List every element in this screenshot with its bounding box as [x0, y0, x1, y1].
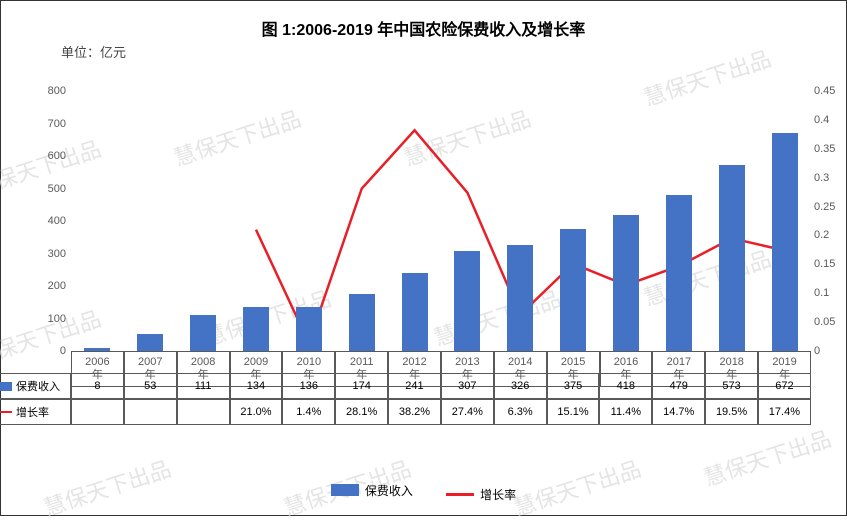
row-cell: 11.4%	[599, 399, 652, 425]
row-cell: 14.7%	[652, 399, 705, 425]
row-cell: 307	[441, 373, 494, 399]
row-cell: 19.5%	[705, 399, 758, 425]
chart-container: 图 1:2006-2019 年中国农险保费收入及增长率 单位：亿元 慧保天下出品…	[0, 0, 847, 516]
y-left-tick: 600	[31, 150, 66, 162]
data-table: 保费收入853111134136174241307326375418479573…	[0, 373, 811, 425]
legend: 保费收入 增长率	[1, 482, 846, 504]
row-cell: 27.4%	[441, 399, 494, 425]
y-left-tick: 400	[31, 215, 66, 227]
table-row: 保费收入853111134136174241307326375418479573…	[0, 373, 811, 399]
row-cell: 28.1%	[335, 399, 388, 425]
bar	[190, 315, 216, 351]
bar	[613, 215, 639, 351]
y-right-tick: 0.45	[814, 85, 847, 97]
row-cell	[177, 399, 230, 425]
row-cell: 6.3%	[494, 399, 547, 425]
row-cell: 111	[177, 373, 230, 399]
row-cell: 241	[388, 373, 441, 399]
y-right-tick: 0.4	[814, 114, 847, 126]
bar	[402, 273, 428, 351]
row-cell: 8	[71, 373, 124, 399]
bar	[772, 133, 798, 351]
row-cell: 134	[230, 373, 283, 399]
y-right-tick: 0.2	[814, 229, 847, 241]
row-cell: 174	[335, 373, 388, 399]
legend-line-label: 增长率	[480, 486, 516, 503]
y-axis-left: 0100200300400500600700800	[31, 91, 66, 351]
row-cell	[124, 399, 177, 425]
y-left-tick: 500	[31, 183, 66, 195]
bar-swatch-icon	[331, 484, 359, 496]
row-cell: 326	[494, 373, 547, 399]
chart-title: 图 1:2006-2019 年中国农险保费收入及增长率	[41, 16, 806, 40]
row-cell: 672	[758, 373, 811, 399]
y-right-tick: 0.05	[814, 316, 847, 328]
legend-bar-label: 保费收入	[365, 482, 413, 499]
bar	[507, 245, 533, 351]
row-cell: 17.4%	[758, 399, 811, 425]
plot-area	[71, 91, 811, 351]
line-swatch-icon	[446, 493, 474, 496]
legend-bar: 保费收入	[331, 482, 413, 499]
row-cell: 1.4%	[282, 399, 335, 425]
row-cell: 15.1%	[547, 399, 600, 425]
y-right-tick: 0.25	[814, 201, 847, 213]
row-cell: 418	[599, 373, 652, 399]
row-label: 增长率	[0, 399, 71, 425]
bar	[666, 195, 692, 351]
row-cell: 375	[547, 373, 600, 399]
row-cell: 573	[705, 373, 758, 399]
row-cell: 38.2%	[388, 399, 441, 425]
line-series	[71, 91, 811, 351]
y-right-tick: 0.15	[814, 258, 847, 270]
y-left-tick: 300	[31, 248, 66, 260]
legend-line: 增长率	[446, 486, 516, 503]
row-cell: 136	[282, 373, 335, 399]
bar	[296, 307, 322, 351]
row-cell: 21.0%	[230, 399, 283, 425]
unit-label: 单位：亿元	[61, 42, 806, 61]
y-left-tick: 100	[31, 313, 66, 325]
bar	[243, 307, 269, 351]
row-cell	[71, 399, 124, 425]
row-label: 保费收入	[0, 373, 71, 399]
y-right-tick: 0	[814, 345, 847, 357]
row-cell: 53	[124, 373, 177, 399]
bar	[349, 294, 375, 351]
bar	[137, 334, 163, 351]
y-axis-right: 00.050.10.150.20.250.30.350.40.45	[814, 91, 847, 351]
bar	[560, 229, 586, 351]
y-right-tick: 0.3	[814, 172, 847, 184]
bar	[454, 251, 480, 351]
y-right-tick: 0.35	[814, 143, 847, 155]
y-left-tick: 800	[31, 85, 66, 97]
y-right-tick: 0.1	[814, 287, 847, 299]
chart-area: 0100200300400500600700800 00.050.10.150.…	[71, 91, 811, 371]
y-left-tick: 0	[31, 345, 66, 357]
bar	[719, 165, 745, 351]
row-cell: 479	[652, 373, 705, 399]
y-left-tick: 700	[31, 118, 66, 130]
y-left-tick: 200	[31, 280, 66, 292]
table-row: 增长率 21.0%1.4%28.1%38.2%27.4%6.3%15.1%11.4…	[0, 399, 811, 425]
